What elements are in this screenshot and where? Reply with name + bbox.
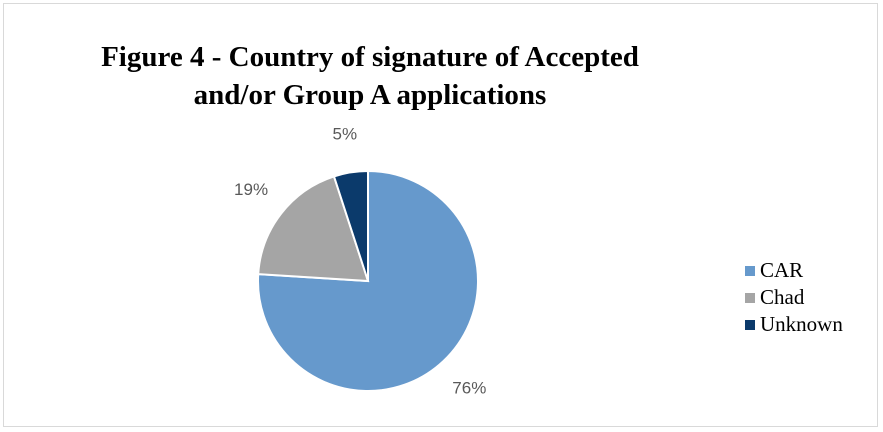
legend-swatch xyxy=(745,293,755,303)
data-label: 76% xyxy=(452,378,486,397)
legend-label: CAR xyxy=(760,258,803,282)
chart-title: Figure 4 - Country of signature of Accep… xyxy=(101,41,639,111)
data-label: 19% xyxy=(234,180,268,199)
chart-frame xyxy=(3,3,878,427)
legend-swatch xyxy=(745,266,755,276)
legend-label: Unknown xyxy=(760,312,843,336)
data-label: 5% xyxy=(333,124,358,143)
legend-label: Chad xyxy=(760,285,805,309)
pie-slice xyxy=(332,169,369,282)
pie-slice xyxy=(257,175,370,283)
legend-swatch xyxy=(745,320,755,330)
